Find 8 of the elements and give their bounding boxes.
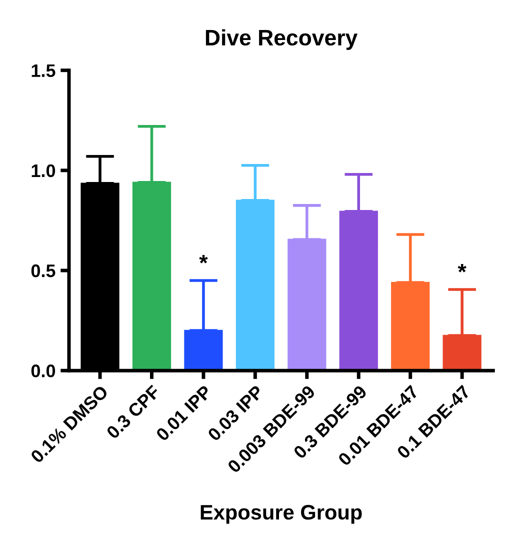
y-tick-label: 0.5 (31, 264, 56, 278)
annotation: * (458, 264, 466, 272)
y-tick-label: 1.5 (32, 64, 56, 78)
y-tick-label: 0.0 (31, 364, 56, 378)
y-tick-label: 1.0 (32, 164, 56, 178)
chart-title: Dive Recovery (206, 29, 358, 50)
x-axis-title: Exposure Group (200, 504, 362, 524)
annotation: * (199, 255, 208, 264)
